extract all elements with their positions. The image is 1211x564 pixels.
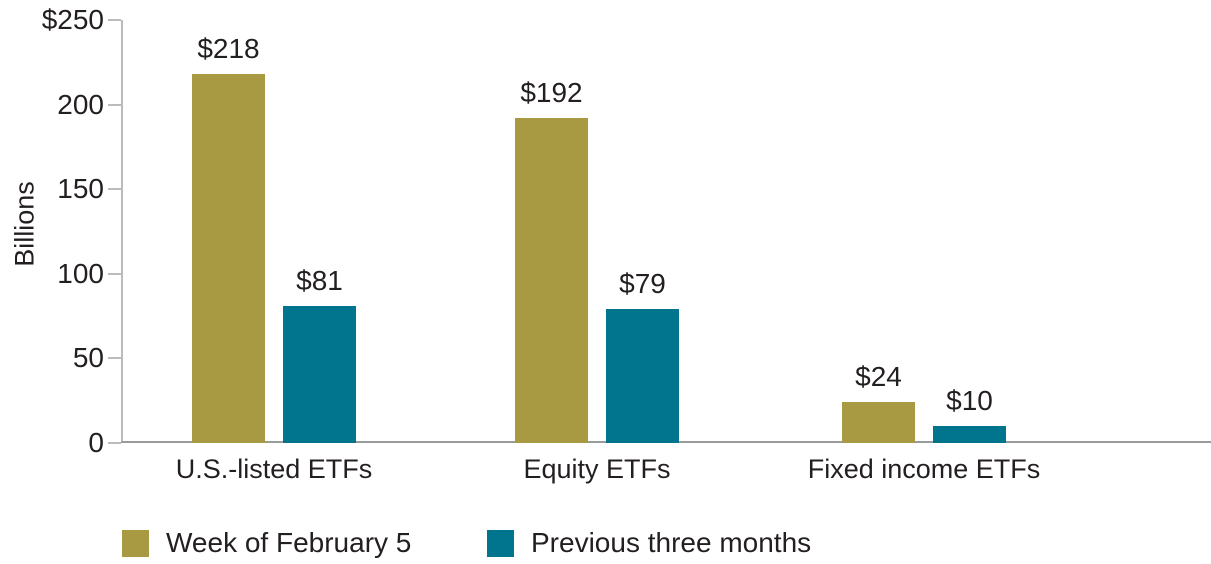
legend-swatch-week-of-february-5 — [122, 529, 149, 557]
legend-label: Previous three months — [531, 527, 812, 558]
bar-previous-three-months-u-s-listed-etfs — [283, 306, 356, 443]
y-axis-tick-mark — [108, 188, 121, 190]
legend-item-previous-three-months: Previous three months — [487, 529, 811, 557]
y-axis-line — [121, 20, 123, 443]
bar-value-label: $81 — [296, 265, 343, 296]
y-axis-tick-label: 200 — [57, 89, 104, 120]
bar-week-of-february-5-u-s-listed-etfs — [192, 74, 265, 443]
y-axis-tick-label: $250 — [41, 4, 104, 35]
bar-value-label: $79 — [619, 268, 666, 299]
y-axis-tick-label: 150 — [57, 173, 104, 204]
bar-value-label: $24 — [855, 361, 902, 392]
x-axis-category-label-u-s-listed-etfs: U.S.-listed ETFs — [175, 454, 373, 484]
x-axis-category-label-fixed-income-etfs: Fixed income ETFs — [807, 454, 1041, 484]
y-axis-tick-mark — [108, 357, 121, 359]
bar-value-label: $192 — [520, 77, 583, 108]
y-axis-tick-label: 100 — [57, 258, 104, 289]
y-axis-tick-mark — [108, 19, 121, 21]
x-axis-category-label-equity-etfs: Equity ETFs — [523, 454, 671, 484]
legend-item-week-of-february-5: Week of February 5 — [122, 529, 411, 557]
bar-week-of-february-5-equity-etfs — [515, 118, 588, 443]
bar-week-of-february-5-fixed-income-etfs — [842, 402, 915, 443]
legend-swatch-previous-three-months — [487, 529, 514, 557]
y-axis-tick-label: 50 — [72, 342, 104, 373]
bar-previous-three-months-equity-etfs — [606, 309, 679, 443]
legend-label: Week of February 5 — [166, 527, 412, 558]
bar-value-label: $218 — [197, 33, 260, 64]
y-axis-tick-label: 0 — [88, 427, 104, 458]
y-axis-tick-mark — [108, 273, 121, 275]
y-axis-tick-mark — [108, 442, 121, 444]
y-axis-tick-mark — [108, 104, 121, 106]
bar-previous-three-months-fixed-income-etfs — [933, 426, 1006, 443]
bar-value-label: $10 — [946, 385, 993, 416]
